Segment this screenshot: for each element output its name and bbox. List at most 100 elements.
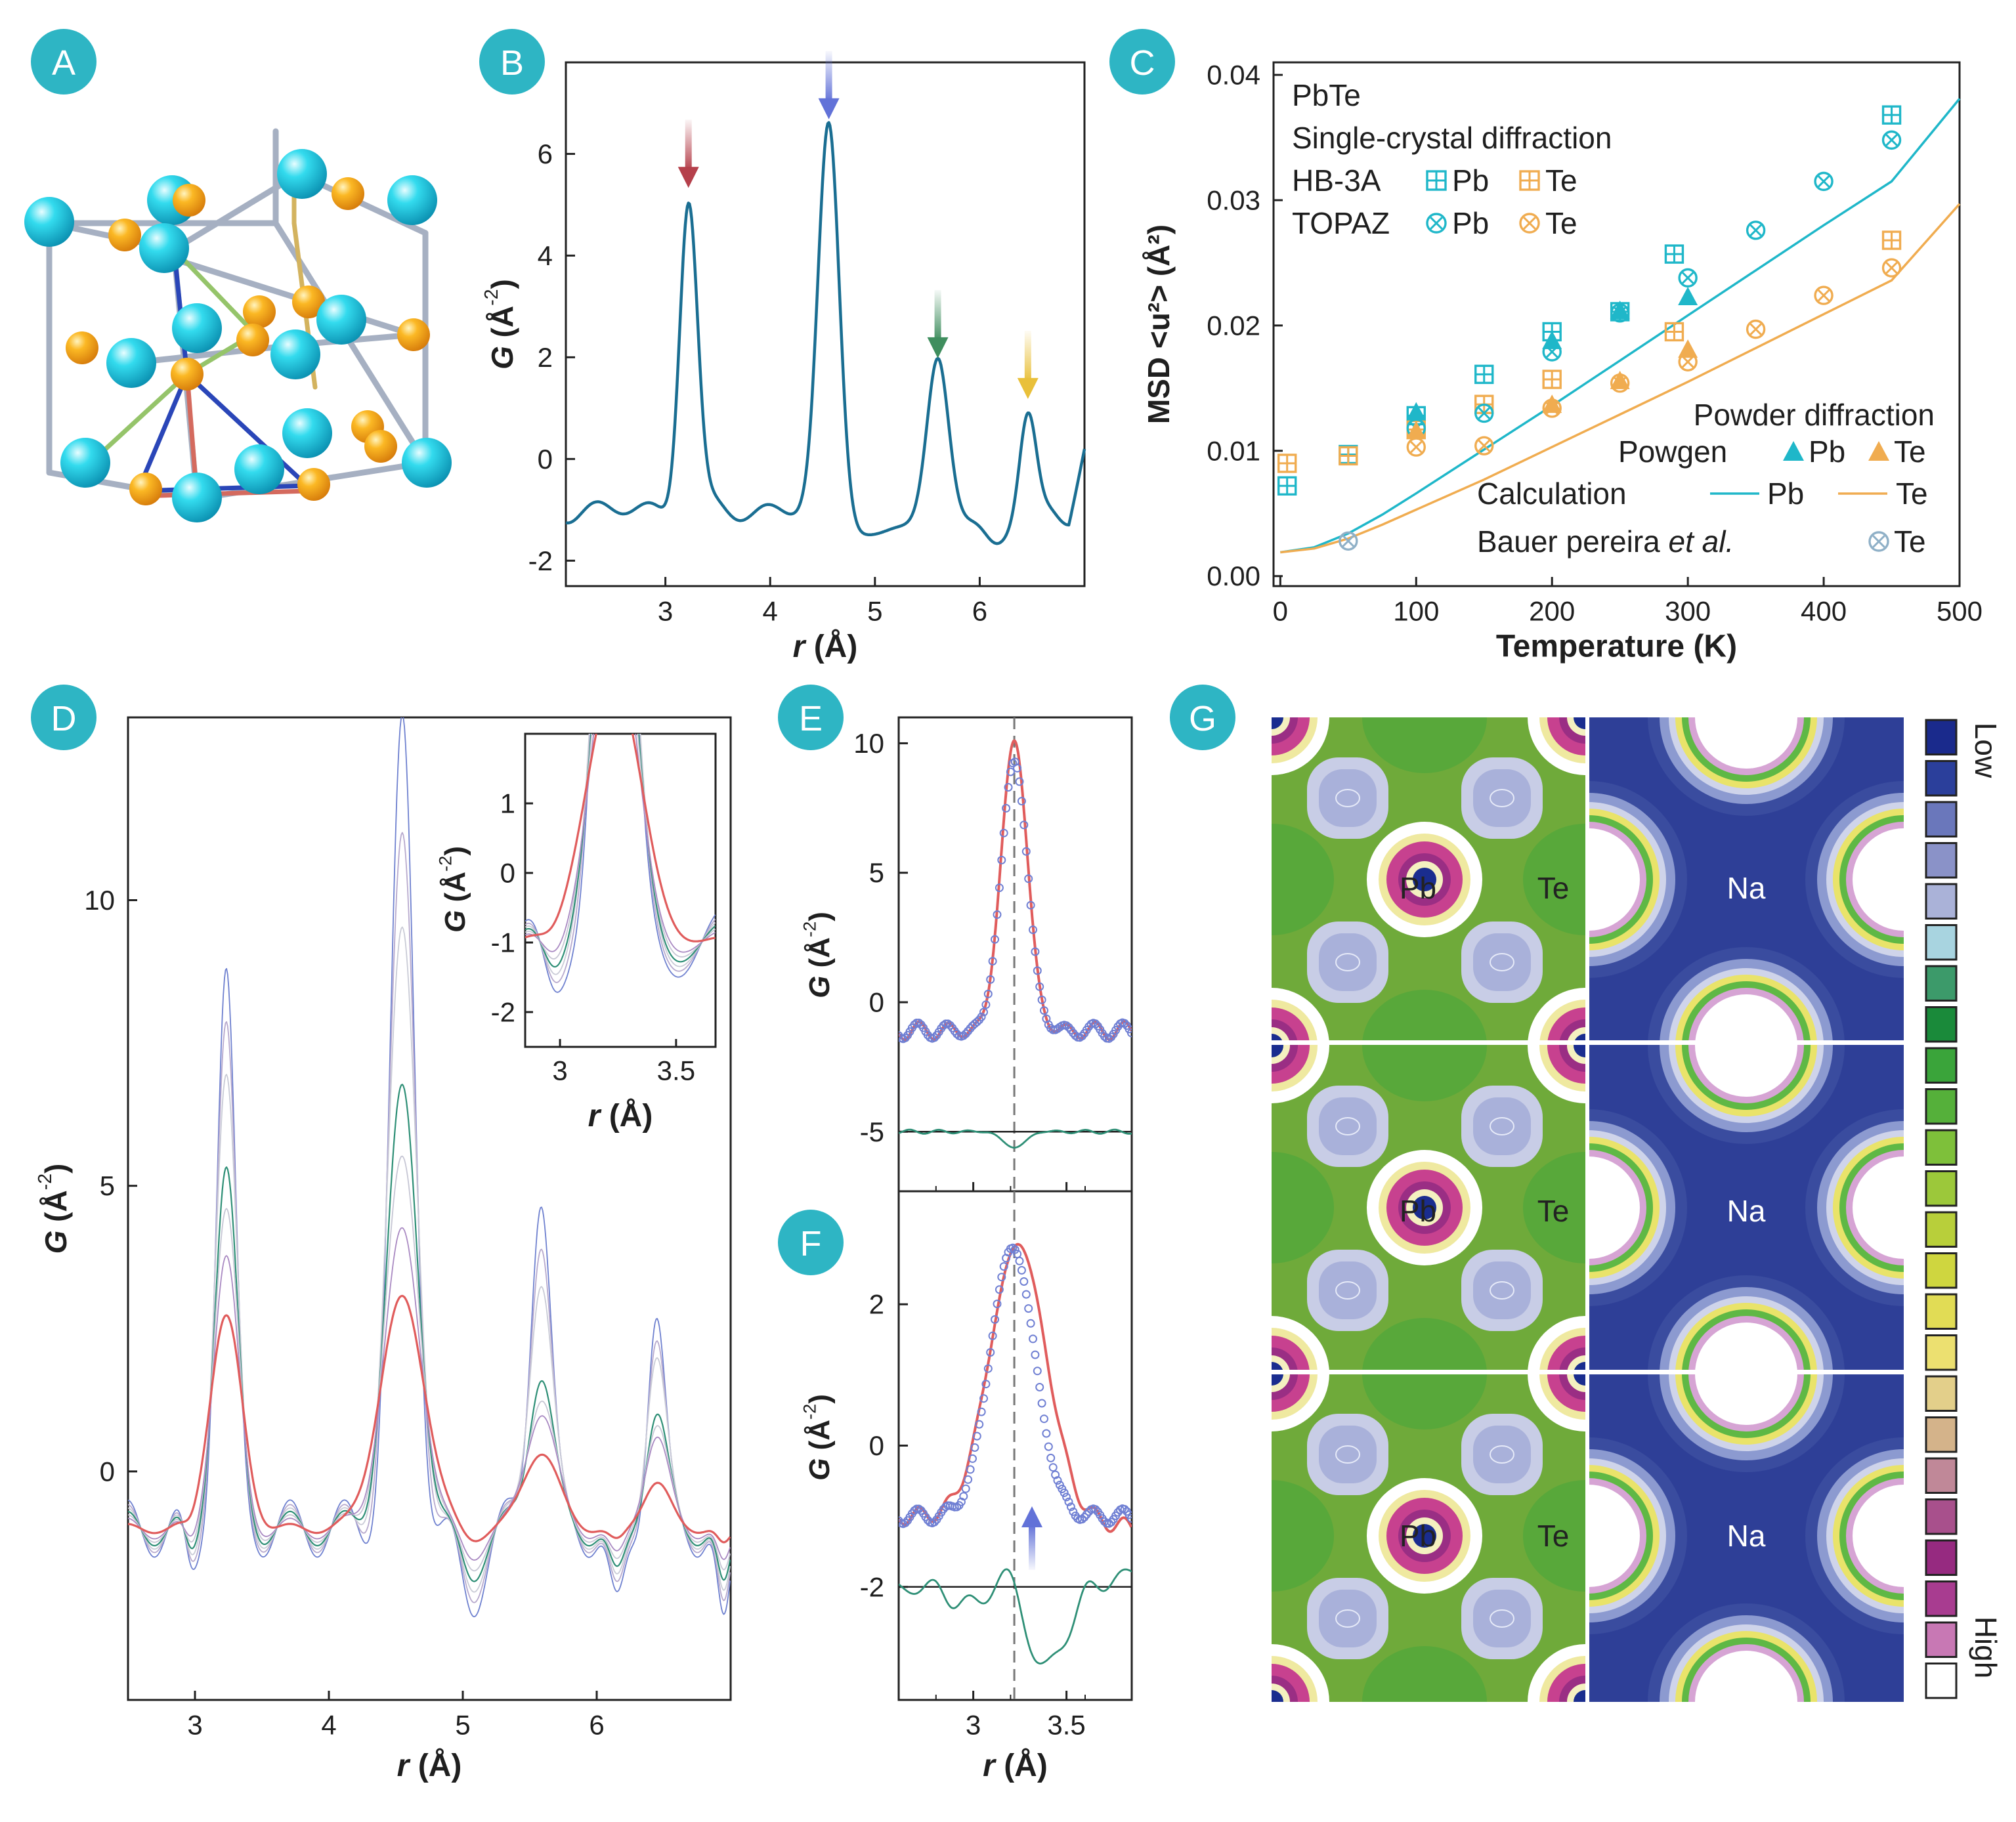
pb-atom xyxy=(387,175,437,225)
data-point xyxy=(1042,1429,1051,1438)
inset-y-tick-label: -1 xyxy=(491,927,515,958)
calc-line xyxy=(1280,203,1961,554)
density-contour xyxy=(1335,1445,1360,1464)
curves xyxy=(899,717,1132,1191)
legend-bauer: Bauer pereira et al. xyxy=(1477,524,1734,559)
map-label-te: Te xyxy=(1537,1519,1570,1553)
y-tick-label: 2 xyxy=(869,1289,884,1320)
marker-cross xyxy=(1872,535,1885,548)
pdf-curve xyxy=(128,1227,731,1561)
data-point xyxy=(1044,1442,1053,1451)
data-point xyxy=(979,1394,988,1403)
data-point xyxy=(1066,1502,1075,1512)
panel-badge-letter: B xyxy=(500,43,524,83)
data-point xyxy=(1125,1510,1132,1519)
density-ring xyxy=(1413,1196,1436,1219)
pb-atom xyxy=(316,295,366,345)
data-point xyxy=(993,1300,1002,1309)
map-label-pb: Pb xyxy=(1400,1194,1436,1228)
y-tick-label: 5 xyxy=(869,857,884,888)
data-point xyxy=(1120,1019,1129,1028)
marker-cross xyxy=(1682,356,1694,368)
x-tick-label: 3 xyxy=(658,596,673,627)
y-tick-label: 10 xyxy=(84,885,115,916)
marker-circle xyxy=(1678,268,1698,288)
marker-cross xyxy=(1523,217,1536,230)
data-point xyxy=(1029,925,1037,935)
scale-swatch xyxy=(1925,1170,1958,1207)
te-atom xyxy=(171,358,204,391)
pdf-curve xyxy=(128,1294,731,1544)
scale-swatch xyxy=(1925,883,1958,920)
marker-cross xyxy=(1885,134,1898,146)
scale-swatch xyxy=(1925,924,1958,961)
density-ring xyxy=(1853,1156,1904,1259)
y-tick-label: 0.01 xyxy=(1207,435,1260,466)
data-point xyxy=(981,1380,991,1389)
scale-swatch xyxy=(1925,1047,1958,1084)
x-axis-label: r (Å) xyxy=(397,1748,462,1783)
density-ring xyxy=(1272,717,1283,729)
marker-circle xyxy=(1881,130,1902,150)
data-point xyxy=(1062,1021,1071,1030)
arrow-head xyxy=(1021,1506,1042,1527)
y-axis-label: G (Å-2) xyxy=(799,912,835,998)
y-tick-label: 6 xyxy=(538,138,553,169)
density-lavender-inner xyxy=(1319,933,1377,991)
map-label-pb: Pb xyxy=(1400,1519,1436,1553)
marker-cross xyxy=(1342,535,1354,547)
curves xyxy=(128,717,731,1618)
te-atom xyxy=(129,473,162,505)
x-tick-label: 6 xyxy=(589,1710,604,1741)
density-ring xyxy=(1589,1485,1640,1587)
marker-triangle xyxy=(1678,339,1698,358)
pb-atom xyxy=(106,338,156,388)
density-contour xyxy=(1335,953,1360,971)
data-point xyxy=(977,1012,986,1021)
marker-circle xyxy=(1519,213,1540,234)
density-green xyxy=(1272,1480,1334,1592)
density-contour xyxy=(1490,789,1514,807)
inset-y-axis-label: G (Å-2) xyxy=(435,846,471,933)
marker-triangle xyxy=(1406,402,1426,421)
data-point xyxy=(1126,1028,1132,1038)
x-tick-label: 0 xyxy=(1273,596,1288,627)
density-ring xyxy=(1853,828,1904,931)
x-tick-label: 4 xyxy=(763,596,778,627)
data-point xyxy=(1006,767,1015,776)
panel-badges: A B C D E F G xyxy=(31,29,1235,1275)
density-contour xyxy=(1335,1281,1360,1300)
marker-triangle xyxy=(1610,301,1630,319)
panel-badge-letter: C xyxy=(1130,43,1155,83)
inset-curve xyxy=(525,734,716,993)
scale-swatch xyxy=(1925,801,1958,837)
pb-atom xyxy=(277,149,327,199)
panel-badge xyxy=(1170,685,1235,750)
panel-badge xyxy=(31,29,97,95)
marker-cross xyxy=(1817,289,1830,302)
density-ring xyxy=(1589,1156,1640,1259)
density-green xyxy=(1523,1480,1585,1592)
data-point xyxy=(988,957,997,965)
density-ring xyxy=(1574,1690,1585,1702)
x-tick-label: 4 xyxy=(321,1710,336,1741)
map-atom-labels: Pb Te Na Cl Pb Te Na Cl Pb Te Na Cl xyxy=(1400,871,1898,1553)
legend-pb: Pb xyxy=(1452,163,1489,198)
legend-te: Te xyxy=(1896,477,1928,511)
data-point xyxy=(975,1420,984,1429)
data-point xyxy=(986,975,995,984)
data-point xyxy=(1031,947,1040,956)
density-ring xyxy=(1695,1651,1797,1702)
panel-d-chart: 3 4 5 6 0 5 10 r (Å) G (Å-2) 3 3.5 -2 -1 0 1 r (Å) G (Å-… xyxy=(35,716,732,1783)
x-tick-label: 5 xyxy=(455,1710,470,1741)
data-point xyxy=(1040,1006,1048,1015)
data-point xyxy=(970,1443,979,1452)
data-point xyxy=(981,1000,991,1009)
x-tick-label: 100 xyxy=(1393,596,1439,627)
te-atom xyxy=(364,430,397,463)
inset-curve xyxy=(525,734,716,975)
y-axis-label: G (Å-2) xyxy=(799,1394,835,1481)
panel-badge-letter: E xyxy=(799,699,823,738)
data-point xyxy=(1120,1505,1129,1514)
